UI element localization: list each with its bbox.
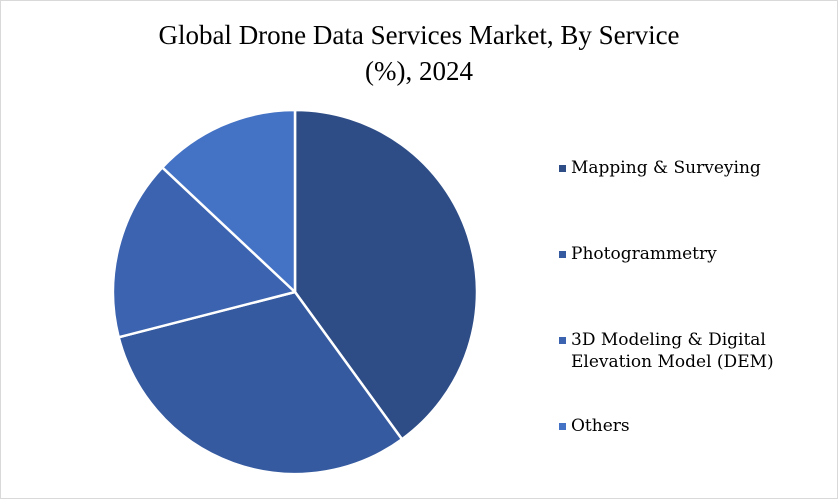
legend-label-others: Others	[571, 416, 630, 436]
legend-label-mapping-surveying: Mapping & Surveying	[571, 158, 761, 178]
legend-label-3d-modeling-dem: 3D Modeling & Digital Elevation Model (D…	[571, 330, 774, 372]
pie-slice-others	[161, 108, 297, 294]
pie-slice-mapping-surveying	[293, 108, 479, 441]
pie-slice-photogrammetry	[117, 290, 404, 476]
chart-title-line-1: Global Drone Data Services Market, By Se…	[158, 20, 680, 50]
legend-label-photogrammetry: Photogrammetry	[571, 244, 717, 264]
legend-swatch-photogrammetry	[559, 251, 566, 258]
legend-swatch-others	[559, 423, 566, 430]
chart-title: Global Drone Data Services Market, By Se…	[1, 17, 837, 89]
chart-title-line-2: (%), 2024	[365, 56, 473, 86]
legend-swatch-mapping-surveying	[559, 165, 566, 172]
pie-slice-3d-modeling-dem	[111, 166, 297, 339]
legend-swatch-3d-modeling-dem	[559, 337, 566, 344]
